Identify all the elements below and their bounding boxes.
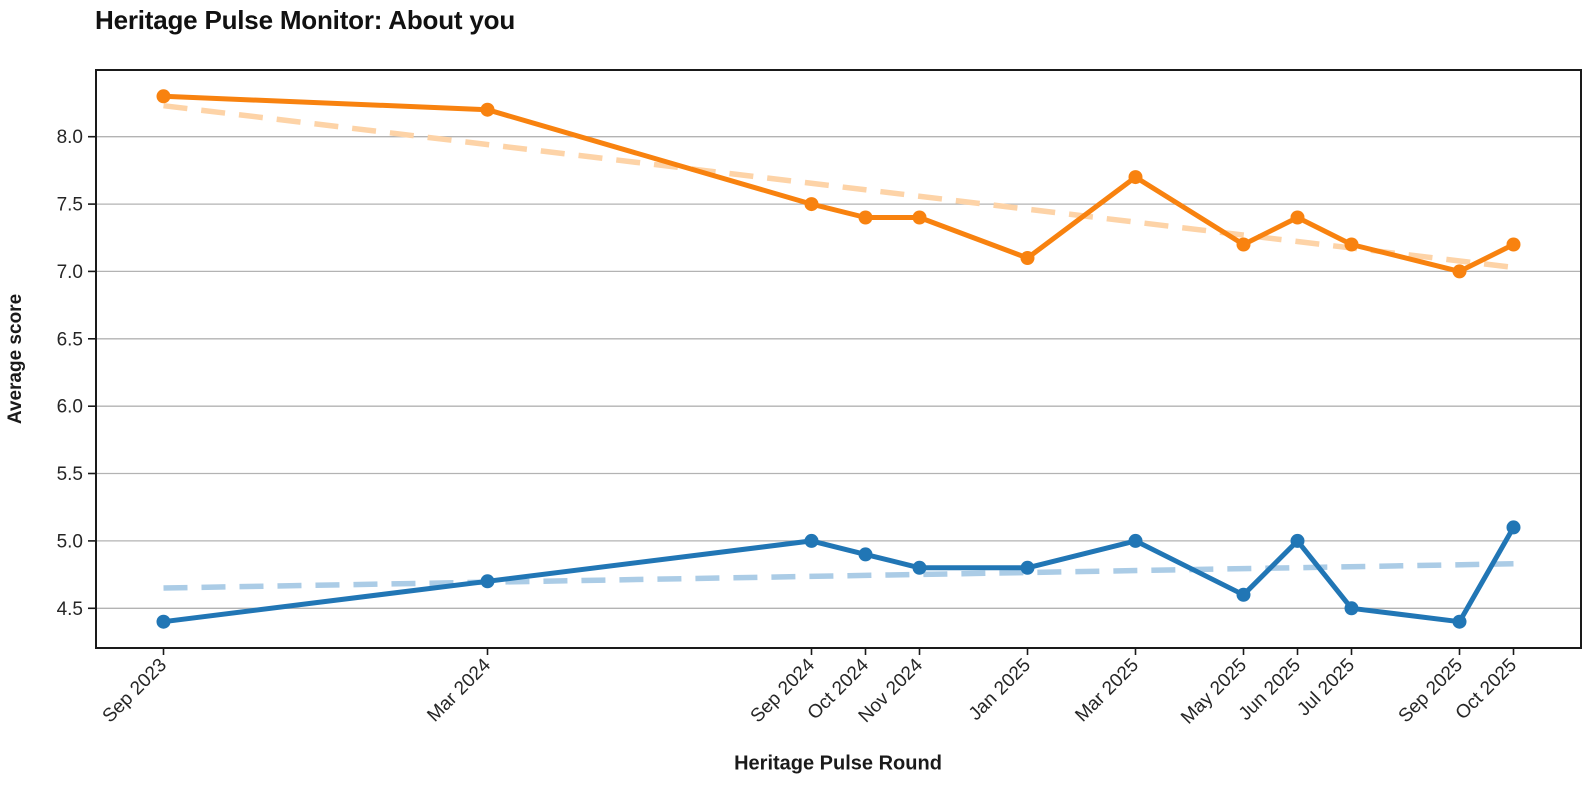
- data-point-series-blue: [804, 533, 819, 548]
- data-point-series-orange: [1236, 237, 1251, 252]
- data-point-series-orange: [1020, 251, 1035, 265]
- data-point-series-blue: [1128, 533, 1143, 548]
- y-tick-label: 6.0: [57, 397, 83, 418]
- y-tick-label: 5.0: [57, 531, 83, 552]
- data-point-series-blue: [1344, 601, 1359, 616]
- y-tick-label: 6.5: [57, 329, 83, 350]
- x-axis-label: Heritage Pulse Round: [734, 752, 942, 775]
- data-point-series-blue: [156, 614, 171, 629]
- x-tick-label: Sep 2023: [99, 655, 171, 727]
- x-tick-label: May 2025: [1177, 655, 1251, 729]
- data-point-series-blue: [1452, 614, 1467, 629]
- plot-border: [95, 69, 1582, 649]
- data-point-series-orange: [1506, 237, 1521, 252]
- y-tick-label: 8.0: [57, 127, 83, 148]
- data-point-series-blue: [480, 574, 495, 589]
- data-point-series-orange: [912, 210, 927, 225]
- x-tick-label: Mar 2025: [1071, 655, 1143, 727]
- data-point-series-blue: [1020, 560, 1035, 575]
- y-tick-label: 7.0: [57, 262, 83, 283]
- data-point-series-blue: [1290, 533, 1305, 548]
- y-tick-label: 5.5: [57, 464, 83, 485]
- data-point-series-orange: [480, 102, 495, 117]
- x-tick-label: Jul 2025: [1293, 655, 1359, 721]
- data-point-series-orange: [156, 89, 171, 104]
- data-point-series-blue: [858, 547, 873, 562]
- data-point-series-orange: [1290, 210, 1305, 225]
- y-tick-label: 4.5: [57, 599, 83, 620]
- data-point-series-blue: [912, 560, 927, 575]
- y-tick-label: 7.5: [57, 195, 83, 216]
- chart-title: Heritage Pulse Monitor: About you: [95, 5, 516, 35]
- data-point-series-orange: [858, 210, 873, 225]
- series-line-series-blue: [161, 524, 1516, 625]
- x-tick-label: Mar 2024: [423, 654, 495, 726]
- x-tick-label: Sep 2025: [1395, 655, 1467, 727]
- data-point-series-blue: [1506, 520, 1521, 535]
- x-tick-label: Jan 2025: [965, 655, 1035, 725]
- data-point-series-blue: [1236, 587, 1251, 602]
- data-point-series-orange: [804, 197, 819, 212]
- data-point-series-orange: [1128, 170, 1143, 185]
- x-tick-label: Sep 2024: [747, 654, 820, 727]
- data-point-series-orange: [1452, 264, 1467, 279]
- series-line-series-orange: [161, 93, 1516, 274]
- trend-line-series-orange: [163, 102, 1514, 271]
- data-point-series-orange: [1344, 237, 1359, 252]
- trend-line-series-blue: [163, 561, 1514, 591]
